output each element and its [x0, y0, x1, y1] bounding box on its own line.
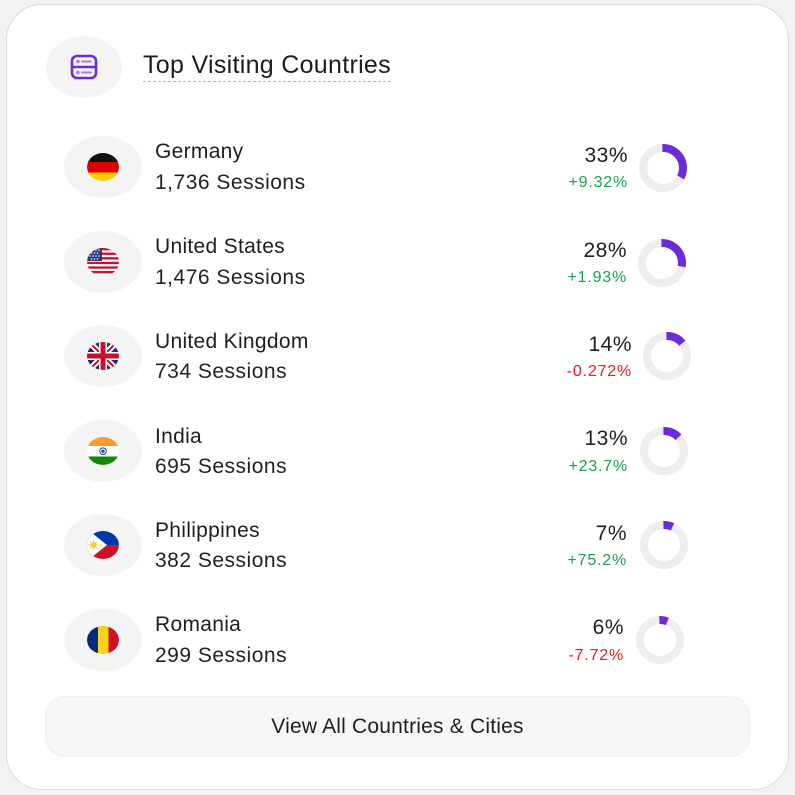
- share-donut-chart: [640, 427, 688, 475]
- country-row: Philippines 382 Sessions 7% +75.2%: [0, 499, 795, 593]
- country-name: India: [155, 425, 203, 448]
- change-percent: +9.32%: [568, 174, 628, 191]
- country-name: Germany: [155, 140, 244, 163]
- session-count: 734 Sessions: [155, 360, 288, 383]
- session-count: 1,476 Sessions: [155, 266, 306, 289]
- share-donut-chart: [639, 144, 687, 192]
- country-name: United Kingdom: [155, 330, 309, 353]
- card-title[interactable]: Top Visiting Countries: [143, 50, 391, 82]
- share-donut-chart: [638, 239, 686, 287]
- country-name: Philippines: [155, 519, 260, 542]
- flag-badge: [64, 514, 142, 576]
- country-row: United States 1,476 Sessions 28% +1.93%: [0, 215, 795, 309]
- session-count: 382 Sessions: [155, 549, 288, 572]
- view-all-countries-button[interactable]: View All Countries & Cities: [45, 696, 750, 757]
- country-row: Romania 299 Sessions 6% -7.72%: [0, 593, 795, 687]
- change-percent: -0.272%: [566, 363, 632, 380]
- share-percent: 7%: [595, 522, 627, 545]
- change-percent: +75.2%: [567, 552, 627, 569]
- country-row: India 695 Sessions 13% +23.7%: [0, 404, 795, 498]
- flag-badge: [64, 231, 142, 293]
- share-percent: 14%: [588, 333, 632, 356]
- change-percent: +23.7%: [568, 458, 628, 475]
- flag-badge: [64, 136, 142, 198]
- session-count: 695 Sessions: [155, 455, 288, 478]
- flag-badge: [64, 420, 142, 482]
- session-count: 1,736 Sessions: [155, 171, 306, 194]
- india-flag-icon: [87, 437, 119, 465]
- uk-flag-icon: [87, 342, 119, 370]
- country-row: Germany 1,736 Sessions 33% +9.32%: [0, 120, 795, 214]
- romania-flag-icon: [87, 626, 119, 654]
- usa-flag-icon: [87, 248, 119, 276]
- flag-badge: [64, 325, 142, 387]
- flag-badge: [64, 609, 142, 671]
- philippines-flag-icon: [87, 531, 119, 559]
- share-donut-chart: [640, 521, 688, 569]
- change-percent: +1.93%: [567, 269, 627, 286]
- share-percent: 28%: [583, 239, 627, 262]
- change-percent: -7.72%: [568, 647, 624, 664]
- header-icon-badge: [46, 36, 122, 98]
- country-name: Romania: [155, 613, 242, 636]
- country-name: United States: [155, 235, 285, 258]
- session-count: 299 Sessions: [155, 644, 288, 667]
- share-percent: 33%: [584, 144, 628, 167]
- share-percent: 6%: [592, 616, 624, 639]
- country-row: United Kingdom 734 Sessions 14% -0.272%: [0, 310, 795, 404]
- server-list-icon: [70, 54, 98, 80]
- share-percent: 13%: [584, 427, 628, 450]
- germany-flag-icon: [87, 153, 119, 181]
- share-donut-chart: [636, 616, 684, 664]
- share-donut-chart: [643, 332, 691, 380]
